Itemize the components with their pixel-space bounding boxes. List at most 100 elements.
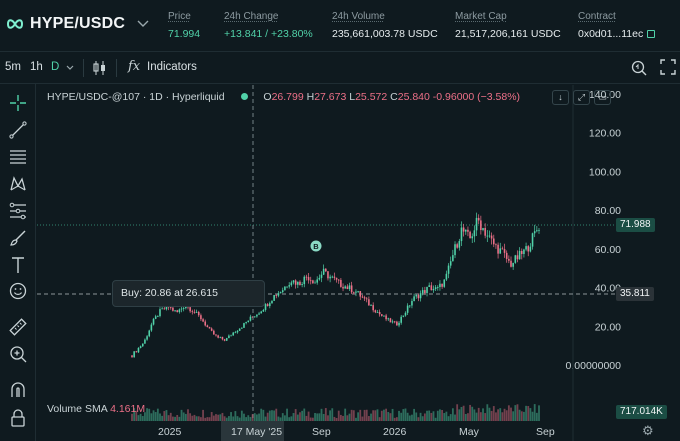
- emoji-icon[interactable]: [8, 281, 28, 301]
- zoom-in-icon[interactable]: [8, 344, 28, 364]
- volume-bar: [462, 405, 465, 421]
- candle-body: [396, 321, 398, 326]
- pair-selector[interactable]: HYPE/USDC: [6, 15, 149, 33]
- measure-ruler-icon[interactable]: [8, 317, 28, 337]
- volume-bar: [529, 408, 532, 421]
- y-tick-label: 120.00: [589, 128, 621, 140]
- candle-body: [447, 265, 450, 274]
- buy-marker[interactable]: [310, 240, 322, 252]
- copy-icon[interactable]: [647, 30, 656, 38]
- buy-price-tag: 35.811: [616, 287, 654, 301]
- screenshot-icon[interactable]: [630, 59, 648, 77]
- candle-body: [340, 279, 342, 287]
- candle-body: [312, 280, 314, 284]
- candle-body: [439, 283, 441, 288]
- candle-body: [191, 311, 194, 313]
- candle-body: [137, 347, 140, 353]
- y-tick-label: 100.00: [589, 166, 621, 178]
- candle-body: [374, 310, 377, 313]
- volume-bar: [380, 410, 383, 421]
- volume-bar: [135, 410, 138, 421]
- pattern-tool-icon[interactable]: [8, 174, 28, 194]
- brush-icon[interactable]: [8, 228, 28, 248]
- volume-bar: [503, 408, 506, 421]
- volume-bar: [299, 412, 301, 421]
- chart-legend: HYPE/USDC-@107 · 1D · Hyperliquid O26.79…: [47, 91, 520, 103]
- interval-1d[interactable]: D: [51, 61, 60, 73]
- volume-bar: [243, 413, 245, 421]
- volume-bar: [389, 413, 392, 421]
- candle-body: [189, 307, 191, 312]
- stat-contract: Contract 0x0d01...11ec: [578, 11, 656, 40]
- volume-bar: [225, 417, 228, 421]
- fullscreen-icon[interactable]: [660, 59, 676, 75]
- candle-body: [135, 351, 138, 353]
- series-settings-icon[interactable]: ▭: [594, 90, 611, 105]
- candle-body: [281, 290, 284, 293]
- volume-bar: [419, 412, 422, 421]
- candle-body: [505, 252, 508, 259]
- interval-5m[interactable]: 5m: [5, 61, 21, 73]
- x-label-2025: 2025: [158, 426, 182, 438]
- volume-bar: [434, 417, 437, 421]
- chart-canvas[interactable]: 140.00120.00100.0080.0060.0040.0020.000.…: [37, 85, 680, 441]
- candle-body: [266, 304, 269, 307]
- legend-buttons: ↓ ⤢ ▭: [552, 90, 611, 105]
- candle-body: [408, 305, 411, 307]
- candle-body: [247, 320, 250, 323]
- candle-style-icon[interactable]: [92, 59, 108, 77]
- volume-bar: [445, 411, 448, 421]
- interval-1h[interactable]: 1h: [30, 61, 43, 73]
- candle-body: [253, 316, 256, 318]
- candle-body: [488, 235, 491, 237]
- volume-bar: [365, 409, 368, 421]
- volume-bar: [148, 408, 151, 421]
- candle-body: [380, 314, 383, 316]
- candle-body: [393, 321, 396, 323]
- volume-bar: [492, 406, 495, 421]
- magnet-icon[interactable]: [8, 380, 28, 400]
- volume-bar: [499, 408, 502, 421]
- crosshair-icon[interactable]: [8, 93, 28, 113]
- volume-bar: [281, 413, 284, 421]
- interval-dropdown-icon[interactable]: [66, 65, 74, 71]
- drawing-tools-sidebar: [0, 84, 36, 441]
- volume-bar: [221, 412, 224, 421]
- candle-body: [333, 276, 336, 278]
- y-tick-label: 20.00: [595, 321, 621, 333]
- candle-body: [406, 305, 409, 313]
- volume-bar: [141, 415, 144, 421]
- chart-settings-gear-icon[interactable]: ⚙: [642, 423, 654, 438]
- price-chart[interactable]: 140.00 120.00 100.00 80.00 60.00 40.00 20.00 0.…: [37, 85, 680, 441]
- trend-line-icon[interactable]: [8, 120, 28, 140]
- candle-body: [144, 339, 146, 344]
- text-tool-icon[interactable]: [8, 255, 28, 275]
- candle-body: [273, 295, 275, 301]
- legend-high-key: H: [306, 91, 315, 103]
- candle-body: [335, 277, 338, 280]
- move-down-icon[interactable]: ↓: [552, 90, 569, 105]
- fib-tool-icon[interactable]: [8, 201, 28, 221]
- candle-body: [464, 229, 467, 232]
- candle-body: [417, 295, 420, 299]
- volume-bar: [423, 413, 426, 421]
- indicators-button[interactable]: Indicators: [147, 61, 197, 73]
- volume-bar: [518, 409, 521, 421]
- volume-bar: [327, 415, 329, 421]
- candle-body: [249, 316, 252, 321]
- contract-address[interactable]: 0x0d01...11ec: [578, 28, 644, 40]
- lock-drawings-icon[interactable]: [8, 408, 28, 428]
- candle-body: [284, 286, 286, 291]
- candle-body: [157, 316, 159, 317]
- candle-body: [290, 282, 293, 286]
- volume-bar: [385, 408, 388, 421]
- volume-bar: [391, 408, 394, 421]
- indicators-fx-icon[interactable]: fx: [128, 59, 141, 74]
- volume-bar: [245, 417, 248, 421]
- horizontal-lines-icon[interactable]: [8, 147, 28, 167]
- volume-bar: [156, 408, 159, 421]
- volume-bar: [146, 408, 148, 421]
- fit-content-icon[interactable]: ⤢: [573, 90, 590, 105]
- volume-bar: [169, 412, 172, 421]
- candle-body: [163, 308, 166, 310]
